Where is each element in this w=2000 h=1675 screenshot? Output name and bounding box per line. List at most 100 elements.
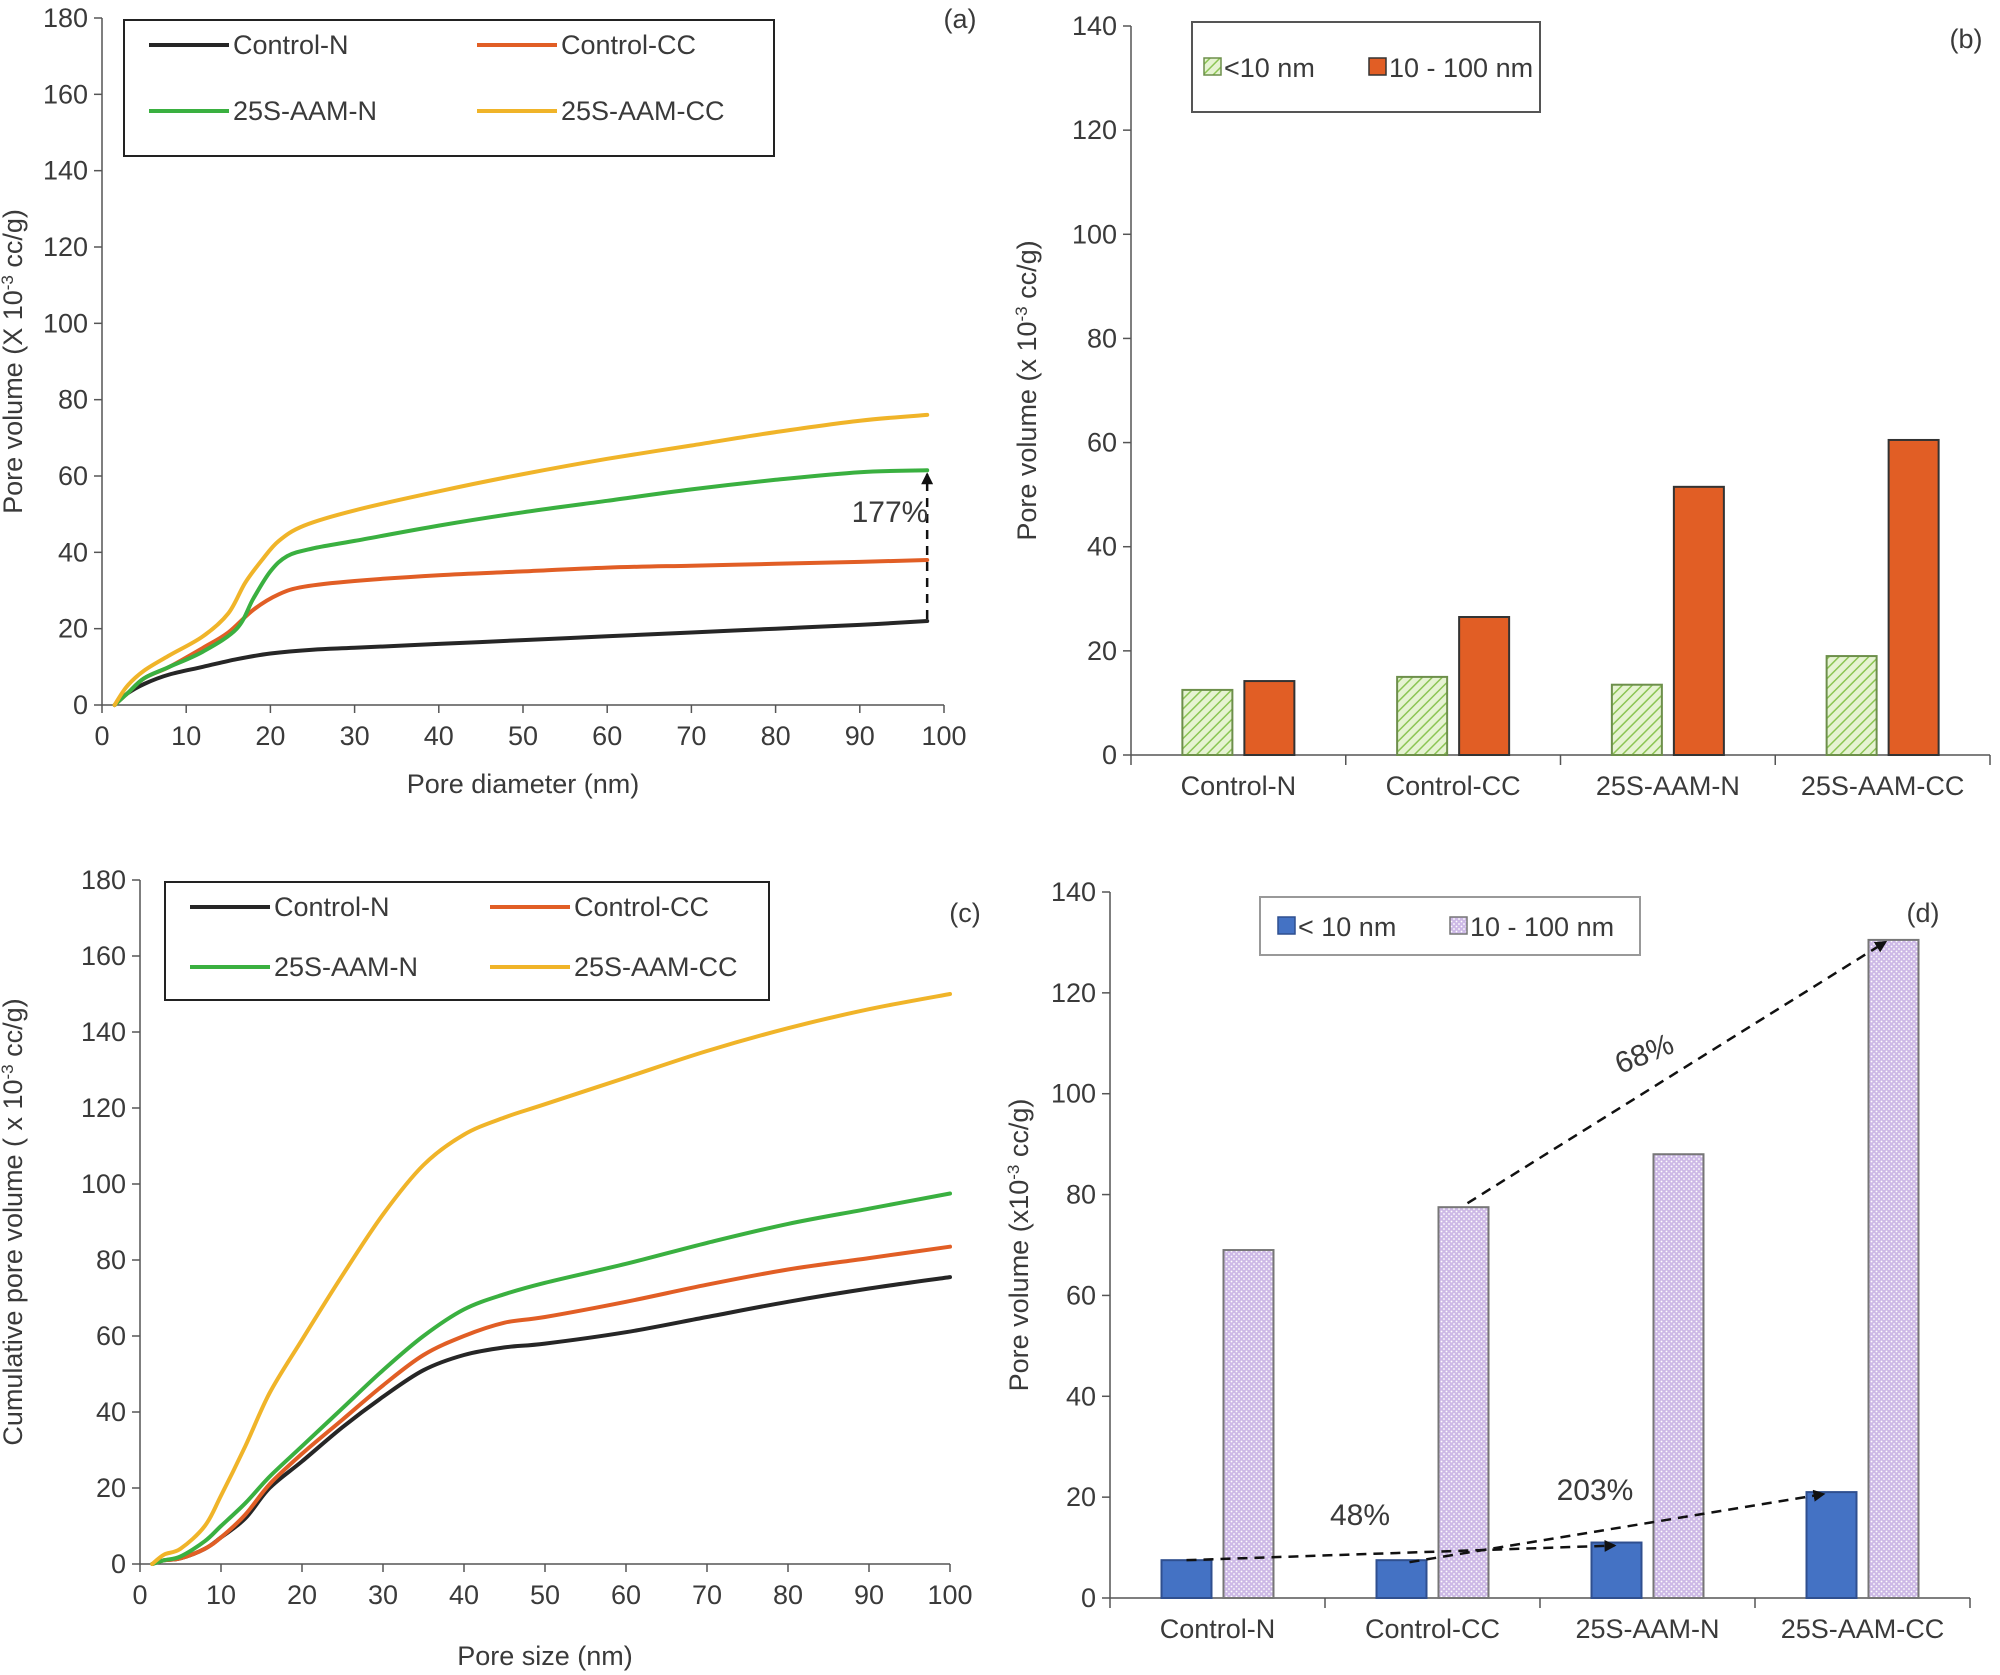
x-tick-label: 70 [676,721,706,751]
y-axis-title-tail: cc/g) [0,209,28,275]
y-axis-title-tail: cc/g) [1004,1099,1034,1165]
panel-d-chart: 0 20 40 60 80 100 120 140 Control-N Control-CC 25S… [1004,877,1971,1644]
bar-< 10 nm-Control-N [1160,1559,1213,1600]
y-tick-label: 80 [1066,1180,1096,1210]
panel-label: (a) [944,4,977,34]
bar-10 - 100 nm-25S-AAM-CC [1887,438,1940,756]
y-tick-label: 60 [1087,428,1117,458]
x-tick-label: 10 [206,1580,236,1610]
x-tick-label: 20 [287,1580,317,1610]
bar-10 - 100 nm-Control-N [1222,1249,1275,1599]
legend-label: < 10 nm [1298,912,1396,942]
y-tick-label: 140 [43,156,88,186]
y-tick-label: 180 [43,3,88,33]
y-tick-label: 100 [1072,219,1117,249]
series-line-Control-CC [150,1244,952,1566]
annotation-203-percent: 203% [1557,1474,1634,1507]
x-tick-label: 90 [845,721,875,751]
legend-swatch [1203,57,1222,76]
series-line-25S-AAM-CC [112,412,930,707]
bar-10 - 100 nm-25S-AAM-CC [1867,938,1920,1599]
category-label: Control-CC [1386,771,1521,801]
bar-10 - 100 nm-Control-CC [1437,1206,1490,1600]
legend-label: Control-N [233,30,349,60]
y-tick-label: 120 [81,1093,126,1123]
y-axis-title: Pore volume (x 10-3 cc/g) [1012,240,1042,540]
y-axis-title-main: Pore volume (x 10 [1012,322,1042,541]
y-tick-label: 160 [81,941,126,971]
legend-label: 10 - 100 nm [1470,912,1614,942]
y-axis-title-tail: cc/g) [1012,240,1042,306]
category-label: 25S-AAM-CC [1781,1614,1945,1644]
y-tick-label: 40 [1087,532,1117,562]
y-axis-title-main: Cumulative pore volume ( x 10 [0,1079,28,1445]
x-axis-title: Pore diameter (nm) [407,769,640,799]
bar-<10 nm-25S-AAM-CC [1825,655,1878,756]
arrow-203-percent [1409,1489,1826,1564]
y-axis-title-sup: -3 [1004,1165,1023,1180]
legend-label: 25S-AAM-N [233,96,377,126]
legend-label: 10 - 100 nm [1389,53,1533,83]
y-tick-label: 120 [1072,115,1117,145]
y-tick-label: 100 [81,1169,126,1199]
y-tick-label: 140 [1051,877,1096,907]
y-tick-label: 20 [58,614,88,644]
y-axis-title: Pore volume (X 10-3 cc/g) [0,209,28,514]
legend-box [1191,21,1541,113]
legend-box [164,881,770,1001]
legend-swatch [1449,916,1468,935]
bar-< 10 nm-25S-AAM-CC [1805,1491,1858,1599]
y-tick-label: 40 [58,537,88,567]
y-tick-label: 140 [1072,11,1117,41]
series-line-Control-CC [112,558,930,707]
x-tick-label: 0 [94,721,109,751]
category-label: 25S-AAM-N [1596,771,1740,801]
y-axis-title-tail: cc/g) [0,998,28,1064]
series-line-Control-N [112,619,930,707]
x-tick-label: 100 [921,721,966,751]
legend-label: 25S-AAM-N [274,952,418,982]
category-label: Control-N [1160,1614,1276,1644]
legend-swatch [1277,916,1296,935]
panel-a-chart: 0 20 40 60 80 100 120 140 160 180 0 10 20 30 40 50 60 70 8… [0,3,977,799]
x-tick-label: 90 [854,1580,884,1610]
annotation-177-percent: 177% [852,496,929,529]
y-tick-label: 60 [58,461,88,491]
y-tick-label: 60 [96,1321,126,1351]
bar-<10 nm-25S-AAM-N [1610,683,1663,756]
x-tick-label: 40 [449,1580,479,1610]
y-tick-label: 20 [96,1473,126,1503]
y-axis-title-main: Pore volume (x10 [1004,1180,1034,1392]
x-tick-label: 20 [255,721,285,751]
bar-< 10 nm-25S-AAM-N [1590,1541,1643,1599]
bar-10 - 100 nm-25S-AAM-N [1652,1153,1705,1599]
y-tick-label: 80 [58,385,88,415]
legend-swatch [1368,57,1387,76]
x-tick-label: 50 [508,721,538,751]
x-tick-label: 50 [530,1580,560,1610]
category-label: Control-CC [1365,1614,1500,1644]
y-tick-label: 180 [81,865,126,895]
x-tick-label: 30 [340,721,370,751]
x-tick-label: 70 [692,1580,722,1610]
category-label: 25S-AAM-N [1575,1614,1719,1644]
y-axis-title-sup: -3 [0,1064,17,1079]
x-tick-label: 30 [368,1580,398,1610]
legend-label: Control-N [274,892,390,922]
y-tick-label: 80 [96,1245,126,1275]
y-axis-title-sup: -3 [0,275,17,290]
y-tick-label: 160 [43,79,88,109]
legend-label: 25S-AAM-CC [574,952,738,982]
bar-10 - 100 nm-Control-CC [1458,616,1511,757]
legend-label: 25S-AAM-CC [561,96,725,126]
y-tick-label: 140 [81,1017,126,1047]
y-tick-label: 60 [1066,1280,1096,1310]
x-axis-title: Pore size (nm) [457,1641,633,1671]
panel-b-chart: 0 20 40 60 80 100 120 140 Control-N Control-CC 25S… [1012,11,1991,801]
y-tick-label: 20 [1066,1482,1096,1512]
y-tick-label: 120 [1051,978,1096,1008]
y-tick-label: 0 [73,690,88,720]
panel-label: (b) [1950,24,1983,54]
y-axis-title-sup: -3 [1012,306,1031,321]
series-line-25S-AAM-CC [150,992,952,1566]
